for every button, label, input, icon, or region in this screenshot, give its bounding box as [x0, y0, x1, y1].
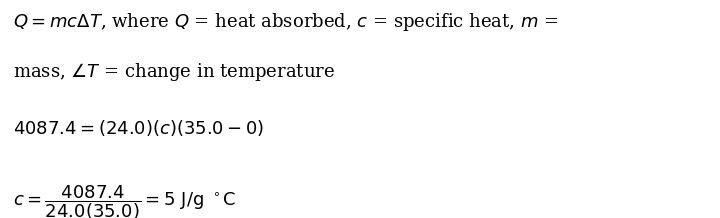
Text: $c = \dfrac{4087.4}{24.0(35.0)} = 5\ \mathrm{J/g\ ^\circ C}$: $c = \dfrac{4087.4}{24.0(35.0)} = 5\ \ma…: [13, 183, 236, 218]
Text: $4087.4 = (24.0)(c)(35.0 - 0)$: $4087.4 = (24.0)(c)(35.0 - 0)$: [13, 118, 264, 138]
Text: mass, $\angle T$ = change in temperature: mass, $\angle T$ = change in temperature: [13, 61, 335, 83]
Text: $Q = mc\Delta T$, where $Q$ = heat absorbed, $c$ = specific heat, $m$ =: $Q = mc\Delta T$, where $Q$ = heat absor…: [13, 11, 559, 33]
